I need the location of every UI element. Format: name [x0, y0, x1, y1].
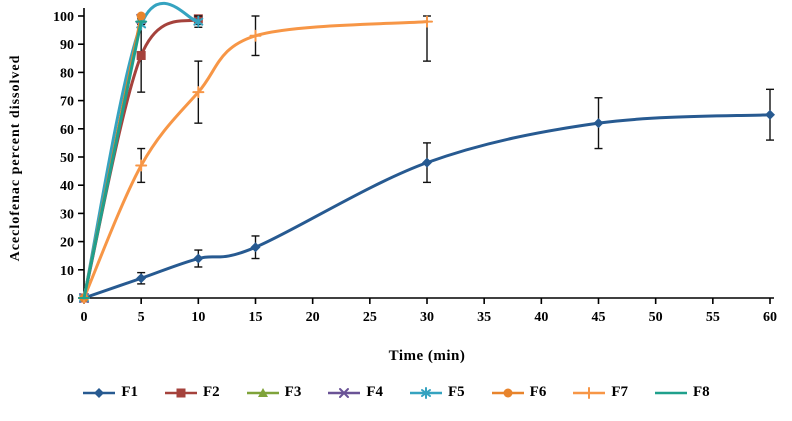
x-axis-label: Time (min): [388, 348, 466, 364]
y-tick-label: 80: [60, 66, 74, 81]
legend-marker-x-icon: [328, 387, 361, 398]
x-tick-label: 30: [420, 310, 434, 325]
legend-item-f5: F5: [409, 384, 465, 401]
y-tick-label: 30: [60, 207, 74, 222]
legend-label: F1: [121, 384, 138, 400]
y-tick-label: 0: [67, 292, 74, 307]
chart-legend: F1 F2 F3 F4 F5 F6 F7 F8: [0, 384, 792, 401]
legend-label: F4: [366, 384, 383, 400]
legend-label: F6: [529, 384, 547, 400]
series-f1: [79, 88, 775, 303]
x-tick-label: 0: [81, 310, 88, 325]
y-tick-label: 10: [60, 264, 74, 279]
series-f8: [78, 20, 148, 300]
x-tick-label: 40: [534, 310, 548, 325]
legend-item-f8: F8: [654, 384, 710, 401]
legend-marker-plus-icon: [573, 386, 606, 399]
legend-item-f2: F2: [164, 384, 220, 401]
legend-item-f1: F1: [82, 384, 138, 401]
legend-label: F5: [448, 384, 465, 400]
y-tick-label: 50: [60, 151, 74, 166]
x-tick-label: 25: [363, 310, 377, 325]
x-tick-label: 50: [649, 310, 663, 325]
y-axis-label: Aceclofenac percent dissolved: [8, 54, 23, 262]
legend-label: F8: [693, 384, 710, 400]
x-tick-label: 10: [191, 310, 205, 325]
x-tick-label: 60: [763, 310, 777, 325]
y-tick-label: 20: [60, 236, 74, 251]
y-tick-label: 60: [60, 123, 74, 138]
legend-marker-dash-icon: [655, 391, 688, 394]
legend-label: F2: [202, 384, 220, 400]
x-tick-label: 20: [306, 310, 320, 325]
y-tick-label: 90: [60, 38, 74, 53]
legend-label: F7: [611, 384, 629, 400]
x-tick-label: 55: [706, 310, 720, 325]
x-tick-label: 35: [477, 310, 491, 325]
legend-label: F3: [284, 384, 302, 400]
legend-item-f7: F7: [572, 384, 628, 401]
legend-marker-triangle-icon: [246, 387, 279, 397]
legend-item-f4: F4: [327, 384, 383, 401]
y-tick-label: 40: [60, 179, 74, 194]
legend-item-f3: F3: [246, 384, 302, 401]
y-tick-label: 100: [53, 10, 74, 25]
legend-marker-square-icon: [164, 388, 197, 397]
legend-marker-asterisk-icon: [410, 386, 442, 399]
plot-svg: 0 5 10 15 20 25 30 35 40 45 50 55 60 0 10 20 30 40 50 60 70 8…: [53, 1, 777, 325]
x-tick-label: 5: [138, 310, 145, 325]
legend-item-f6: F6: [491, 384, 547, 401]
legend-marker-circle-icon: [491, 388, 524, 397]
legend-marker-diamond-icon: [83, 387, 116, 398]
y-tick-label: 70: [60, 95, 74, 110]
x-tick-label: 15: [249, 310, 263, 325]
x-tick-label: 45: [592, 310, 606, 325]
